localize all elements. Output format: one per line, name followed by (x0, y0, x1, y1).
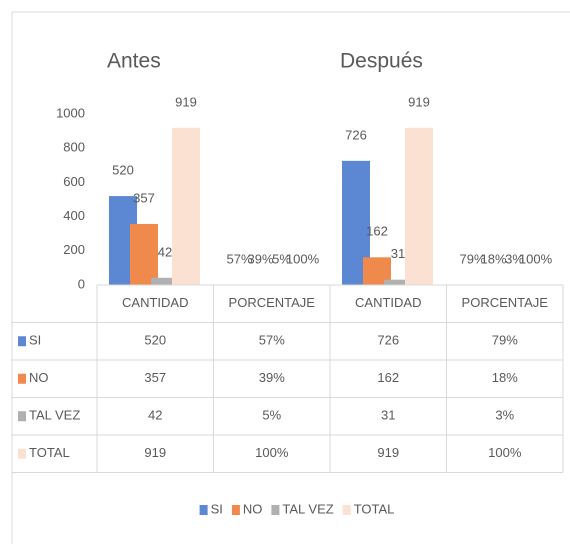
bar (172, 127, 200, 285)
x-tick-label: PORCENTAJE (462, 295, 549, 310)
data-label: 919 (175, 94, 197, 109)
table-cell: 162 (377, 370, 399, 385)
table-cell: 919 (377, 445, 399, 460)
table-cell: 100% (255, 445, 289, 460)
bar (384, 279, 412, 285)
data-label: 18% (480, 251, 506, 266)
table-cell: 3% (495, 408, 514, 423)
x-tick-label: CANTIDAD (355, 295, 421, 310)
data-label: 3% (505, 251, 524, 266)
y-tick-label: 400 (63, 208, 85, 223)
legend-key (199, 505, 208, 515)
table-cell: 31 (381, 408, 395, 423)
data-label: 100% (519, 251, 553, 266)
table-cell: 79% (492, 333, 518, 348)
table-cell: 39% (259, 370, 285, 385)
bar (151, 277, 179, 285)
legend-key (18, 448, 26, 459)
legend-key (271, 505, 280, 515)
legend-label: TAL VEZ (282, 501, 333, 516)
x-tick-label: PORCENTAJE (229, 295, 316, 310)
table-cell: 18% (492, 370, 518, 385)
table-cell: 726 (377, 333, 399, 348)
row-header: NO (29, 370, 49, 385)
table-cell: 520 (144, 333, 166, 348)
legend-key (18, 411, 26, 422)
bar (130, 223, 158, 285)
row-header: TAL VEZ (29, 408, 80, 423)
data-label: 39% (247, 251, 273, 266)
legend-label: TOTAL (354, 501, 395, 516)
y-tick-label: 200 (63, 242, 85, 257)
table-cell: 5% (262, 408, 281, 423)
bar (405, 127, 433, 285)
row-header: SI (29, 333, 41, 348)
data-label: 162 (366, 224, 388, 239)
y-tick-label: 600 (63, 174, 85, 189)
table-cell: 57% (259, 333, 285, 348)
row-header: TOTAL (29, 445, 70, 460)
data-label: 520 (112, 163, 134, 178)
legend-key (231, 505, 240, 515)
table-cell: 919 (144, 445, 166, 460)
legend-key (342, 505, 351, 515)
data-label: 919 (408, 94, 430, 109)
legend-key (18, 336, 26, 347)
group-label: Antes (107, 50, 161, 73)
data-label: 726 (345, 127, 367, 142)
legend-label: SI (211, 501, 223, 516)
x-tick-label: CANTIDAD (122, 295, 188, 310)
y-tick-label: 800 (63, 140, 85, 155)
group-label: Después (340, 50, 423, 73)
table-cell: 100% (488, 445, 522, 460)
legend: SI NO TAL VEZ TOTAL (199, 501, 395, 516)
chart-area (11, 11, 570, 544)
data-label: 357 (133, 190, 155, 205)
legend-label: NO (243, 501, 263, 516)
data-label: 79% (459, 251, 485, 266)
y-tick-label: 0 (78, 276, 85, 291)
data-label: 57% (226, 251, 252, 266)
data-label: 100% (286, 251, 320, 266)
data-label: 42 (158, 244, 172, 259)
table-cell: 42 (148, 408, 162, 423)
legend-key (18, 373, 26, 384)
data-label: 5% (272, 251, 291, 266)
y-tick-label: 1000 (56, 105, 85, 120)
table-cell: 357 (144, 370, 166, 385)
data-label: 31 (391, 246, 405, 261)
